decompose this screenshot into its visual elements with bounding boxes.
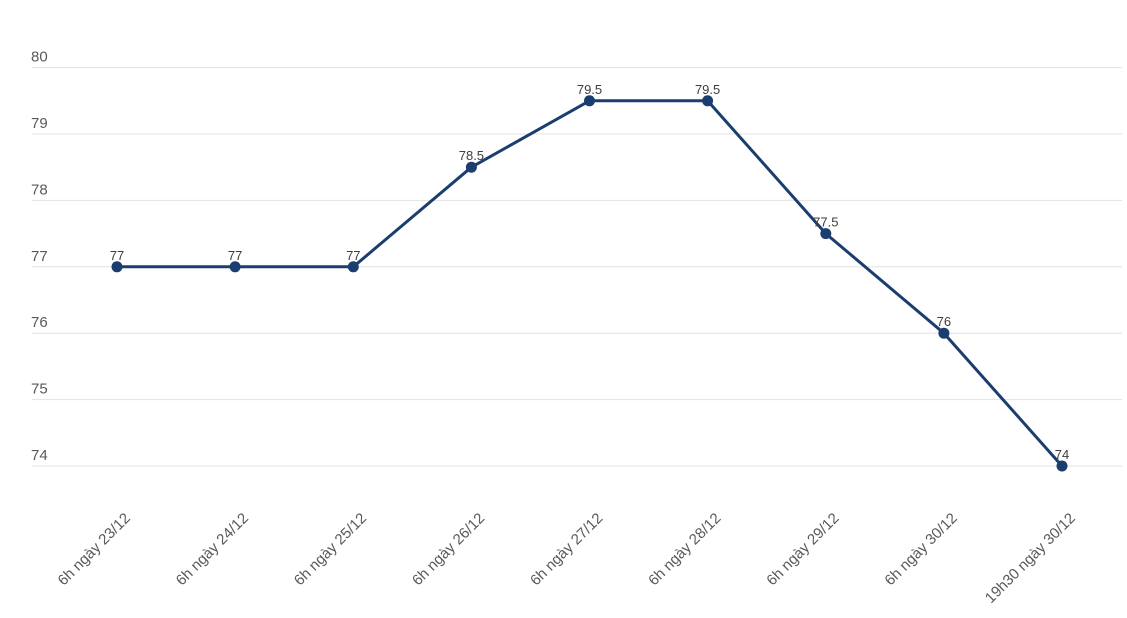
- data-point-label: 79.5: [577, 82, 602, 97]
- y-axis-tick-label: 78: [31, 181, 48, 198]
- data-point-label: 76: [937, 314, 951, 329]
- x-axis-tick-label: 6h ngày 28/12: [645, 510, 724, 589]
- data-point: [347, 261, 359, 273]
- y-axis-tick-label: 75: [31, 381, 48, 398]
- data-point-label: 77.5: [813, 215, 838, 230]
- data-point-label: 77: [346, 248, 360, 263]
- y-axis-tick-label: 80: [31, 49, 48, 66]
- y-axis-tick-label: 74: [31, 447, 48, 464]
- data-point: [111, 261, 123, 273]
- x-axis-tick-label: 6h ngày 26/12: [409, 510, 488, 589]
- data-point-label: 79.5: [695, 82, 720, 97]
- x-axis-tick-label: 6h ngày 24/12: [173, 510, 252, 589]
- data-point: [820, 228, 832, 240]
- x-axis-tick-label: 6h ngày 25/12: [291, 510, 370, 589]
- data-point-label: 78.5: [459, 148, 484, 163]
- data-point: [1056, 460, 1068, 472]
- y-axis-tick-label: 79: [31, 115, 48, 132]
- data-point: [229, 261, 241, 273]
- y-axis-tick-label: 76: [31, 314, 48, 331]
- data-point-label: 74: [1055, 447, 1069, 462]
- series-line: [115, 99, 1064, 468]
- data-point-label: 77: [228, 248, 242, 263]
- data-point: [465, 161, 477, 173]
- data-point: [584, 95, 595, 107]
- x-axis-tick-label: 6h ngày 30/12: [881, 510, 960, 589]
- x-axis-tick-label: 6h ngày 27/12: [527, 510, 606, 589]
- data-point: [702, 95, 714, 107]
- x-axis-tick-label: 6h ngày 23/12: [55, 510, 134, 589]
- data-point-label: 77: [110, 248, 124, 263]
- x-axis-tick-label: 6h ngày 29/12: [763, 510, 842, 589]
- data-point: [938, 327, 950, 339]
- y-axis-tick-label: 77: [31, 248, 48, 265]
- x-axis-tick-label: 19h30 ngày 30/12: [982, 510, 1079, 607]
